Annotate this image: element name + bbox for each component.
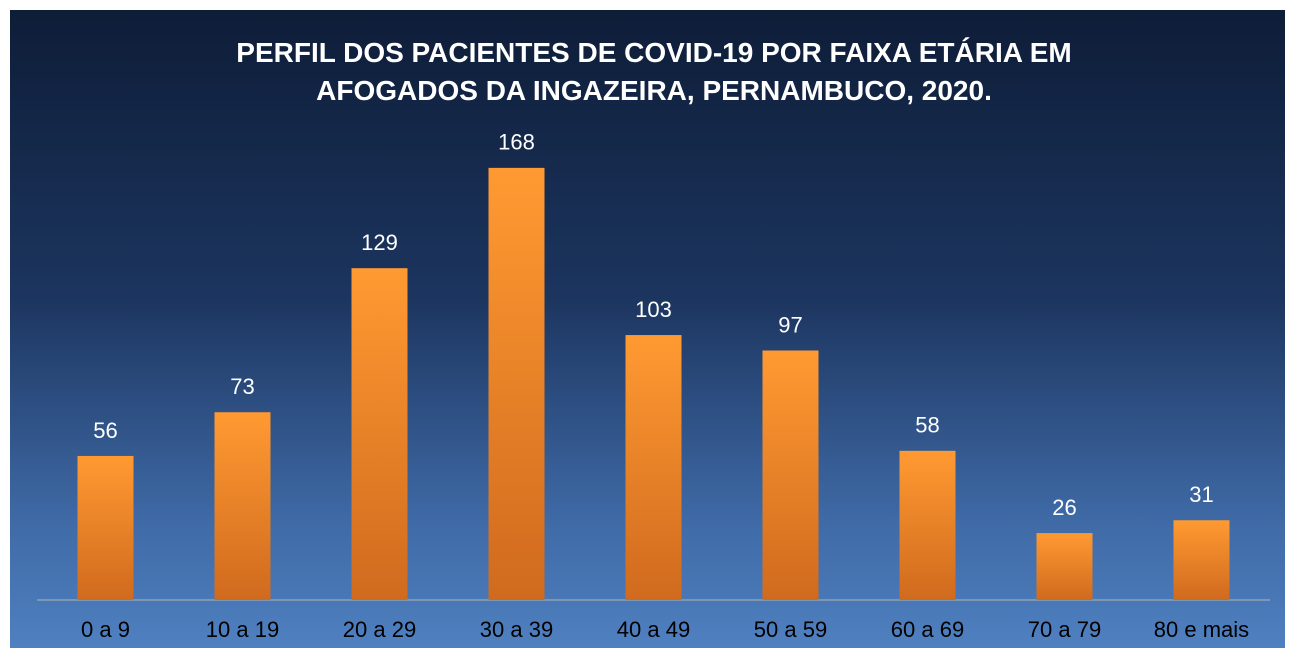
x-tick-label: 60 a 69 xyxy=(891,617,964,642)
x-tick-label: 40 a 49 xyxy=(617,617,690,642)
bar xyxy=(762,350,819,600)
bar xyxy=(1036,533,1093,600)
bar xyxy=(214,412,271,600)
x-tick-label: 80 e mais xyxy=(1154,617,1249,642)
data-label: 58 xyxy=(915,413,939,438)
data-label: 73 xyxy=(230,374,254,399)
data-label: 26 xyxy=(1052,495,1076,520)
x-tick-label: 0 a 9 xyxy=(81,617,130,642)
x-tick-label: 10 a 19 xyxy=(206,617,279,642)
data-label: 168 xyxy=(498,130,535,155)
bar xyxy=(899,450,956,600)
data-label: 31 xyxy=(1189,482,1213,507)
x-tick-label: 50 a 59 xyxy=(754,617,827,642)
bar xyxy=(625,335,682,600)
data-label: 103 xyxy=(635,297,672,322)
data-label: 56 xyxy=(93,418,117,443)
data-label: 97 xyxy=(778,312,802,337)
x-tick-label: 70 a 79 xyxy=(1028,617,1101,642)
bar xyxy=(488,167,545,600)
bar xyxy=(1173,520,1230,600)
x-tick-label: 20 a 29 xyxy=(343,617,416,642)
bar xyxy=(77,455,134,600)
chart-title: PERFIL DOS PACIENTES DE COVID-19 POR FAI… xyxy=(236,37,1072,106)
bar xyxy=(351,268,408,600)
x-tick-label: 30 a 39 xyxy=(480,617,553,642)
data-label: 129 xyxy=(361,230,398,255)
